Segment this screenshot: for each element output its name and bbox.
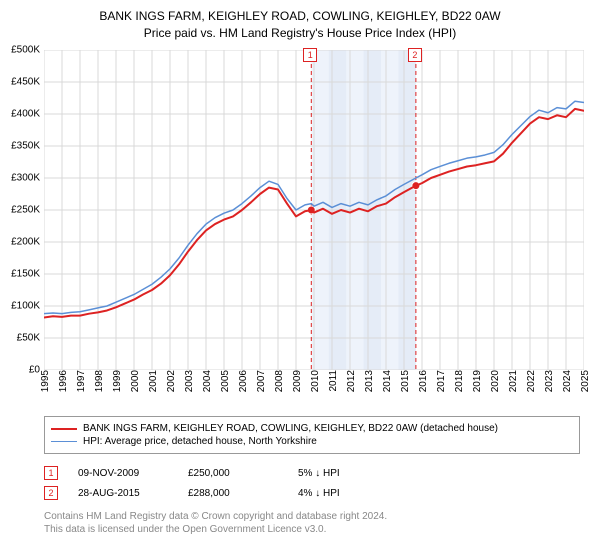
- chart-marker-box: 2: [408, 48, 422, 62]
- x-tick-label: 2008: [274, 370, 285, 392]
- sale-row: 1 09-NOV-2009 £250,000 5% ↓ HPI: [44, 466, 580, 480]
- y-tick-label: £350K: [0, 141, 40, 152]
- x-tick-label: 2014: [382, 370, 393, 392]
- legend-label: BANK INGS FARM, KEIGHLEY ROAD, COWLING, …: [83, 423, 498, 434]
- x-tick-label: 2024: [562, 370, 573, 392]
- x-tick-label: 2015: [400, 370, 411, 392]
- x-axis-ticks: 1995199619971998199920002001200220032004…: [44, 370, 584, 410]
- y-tick-label: £0: [0, 365, 40, 376]
- x-tick-label: 2011: [328, 370, 339, 392]
- legend-swatch: [51, 441, 77, 443]
- y-tick-label: £500K: [0, 45, 40, 56]
- plot-svg: [44, 50, 584, 370]
- sale-price: £288,000: [188, 488, 278, 499]
- legend-item: HPI: Average price, detached house, Nort…: [51, 436, 573, 447]
- x-tick-label: 1995: [40, 370, 51, 392]
- x-tick-label: 2025: [580, 370, 591, 392]
- x-tick-label: 2022: [526, 370, 537, 392]
- legend-item: BANK INGS FARM, KEIGHLEY ROAD, COWLING, …: [51, 423, 573, 434]
- x-tick-label: 2004: [202, 370, 213, 392]
- legend-swatch: [51, 428, 77, 430]
- sale-date: 09-NOV-2009: [78, 468, 168, 479]
- y-tick-label: £450K: [0, 77, 40, 88]
- legend-label: HPI: Average price, detached house, Nort…: [83, 436, 317, 447]
- x-tick-label: 2020: [490, 370, 501, 392]
- x-tick-label: 2006: [238, 370, 249, 392]
- y-tick-label: £50K: [0, 333, 40, 344]
- x-tick-label: 2002: [166, 370, 177, 392]
- chart-marker-box: 1: [303, 48, 317, 62]
- x-tick-label: 2021: [508, 370, 519, 392]
- y-tick-label: £300K: [0, 173, 40, 184]
- x-tick-label: 2000: [130, 370, 141, 392]
- sale-date: 28-AUG-2015: [78, 488, 168, 499]
- x-tick-label: 2010: [310, 370, 321, 392]
- y-tick-label: £200K: [0, 237, 40, 248]
- x-tick-label: 2023: [544, 370, 555, 392]
- sale-marker-box: 2: [44, 486, 58, 500]
- x-tick-label: 2018: [454, 370, 465, 392]
- y-tick-label: £400K: [0, 109, 40, 120]
- sale-vs-hpi: 5% ↓ HPI: [298, 468, 388, 479]
- chart-subtitle: Price paid vs. HM Land Registry's House …: [0, 25, 600, 46]
- chart-title: BANK INGS FARM, KEIGHLEY ROAD, COWLING, …: [0, 0, 600, 25]
- x-tick-label: 1999: [112, 370, 123, 392]
- x-tick-label: 2003: [184, 370, 195, 392]
- x-tick-label: 2017: [436, 370, 447, 392]
- x-tick-label: 1997: [76, 370, 87, 392]
- y-tick-label: £250K: [0, 205, 40, 216]
- sale-price: £250,000: [188, 468, 278, 479]
- y-tick-label: £100K: [0, 301, 40, 312]
- footer-line-2: This data is licensed under the Open Gov…: [44, 523, 580, 536]
- x-tick-label: 2009: [292, 370, 303, 392]
- x-tick-label: 2001: [148, 370, 159, 392]
- x-tick-label: 2007: [256, 370, 267, 392]
- legend-box: BANK INGS FARM, KEIGHLEY ROAD, COWLING, …: [44, 416, 580, 454]
- x-tick-label: 1996: [58, 370, 69, 392]
- x-tick-label: 2012: [346, 370, 357, 392]
- footer-attribution: Contains HM Land Registry data © Crown c…: [44, 510, 580, 536]
- chart-container: BANK INGS FARM, KEIGHLEY ROAD, COWLING, …: [0, 0, 600, 560]
- x-tick-label: 2019: [472, 370, 483, 392]
- sales-table: 1 09-NOV-2009 £250,000 5% ↓ HPI 2 28-AUG-2015…: [44, 460, 580, 506]
- y-tick-label: £150K: [0, 269, 40, 280]
- sale-marker-box: 1: [44, 466, 58, 480]
- y-axis-ticks: £0£50K£100K£150K£200K£250K£300K£350K£400…: [0, 50, 44, 370]
- x-tick-label: 2013: [364, 370, 375, 392]
- sale-row: 2 28-AUG-2015 £288,000 4% ↓ HPI: [44, 486, 580, 500]
- plot-area: 12: [44, 50, 584, 370]
- footer-line-1: Contains HM Land Registry data © Crown c…: [44, 510, 580, 523]
- x-tick-label: 2016: [418, 370, 429, 392]
- x-tick-label: 2005: [220, 370, 231, 392]
- sale-vs-hpi: 4% ↓ HPI: [298, 488, 388, 499]
- x-tick-label: 1998: [94, 370, 105, 392]
